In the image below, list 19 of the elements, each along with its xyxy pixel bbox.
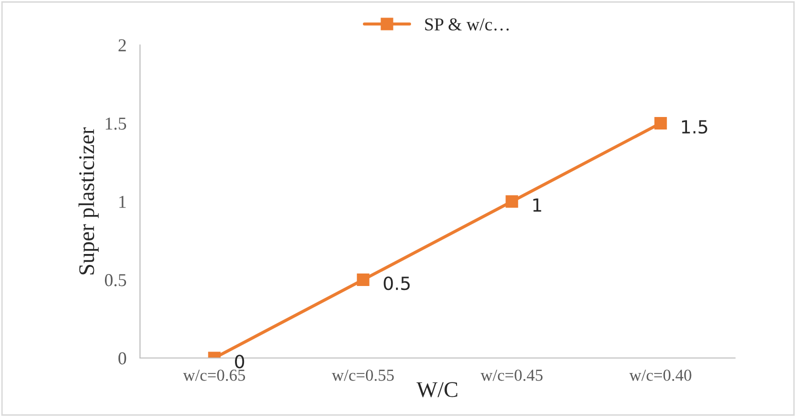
y-tick-label: 0 bbox=[118, 352, 126, 364]
data-label: 0 bbox=[235, 354, 244, 368]
y-tick-label: 1.5 bbox=[106, 118, 126, 130]
y-tick-label: 2 bbox=[118, 39, 126, 52]
point bbox=[506, 195, 518, 208]
point bbox=[356, 274, 370, 286]
y-tick-label: 1 bbox=[119, 196, 126, 208]
x-tick-label: w/c=0.45 bbox=[480, 370, 543, 381]
x-tick-label: w/c=0.40 bbox=[629, 370, 692, 381]
x-axis-title: W/C bbox=[416, 382, 458, 398]
x-tick-label: w/c=0.55 bbox=[332, 370, 394, 381]
y-axis-title: Super plasticizer bbox=[78, 127, 99, 274]
legend-label: SP & w/c… bbox=[425, 18, 509, 31]
y-tick-label: 0.5 bbox=[104, 274, 126, 286]
data-label: 1 bbox=[533, 198, 542, 212]
x-tick-label: w/c=0.65 bbox=[183, 370, 246, 381]
point bbox=[654, 117, 667, 130]
data-label: 1.5 bbox=[682, 120, 708, 134]
data-label: 0.5 bbox=[384, 276, 410, 290]
